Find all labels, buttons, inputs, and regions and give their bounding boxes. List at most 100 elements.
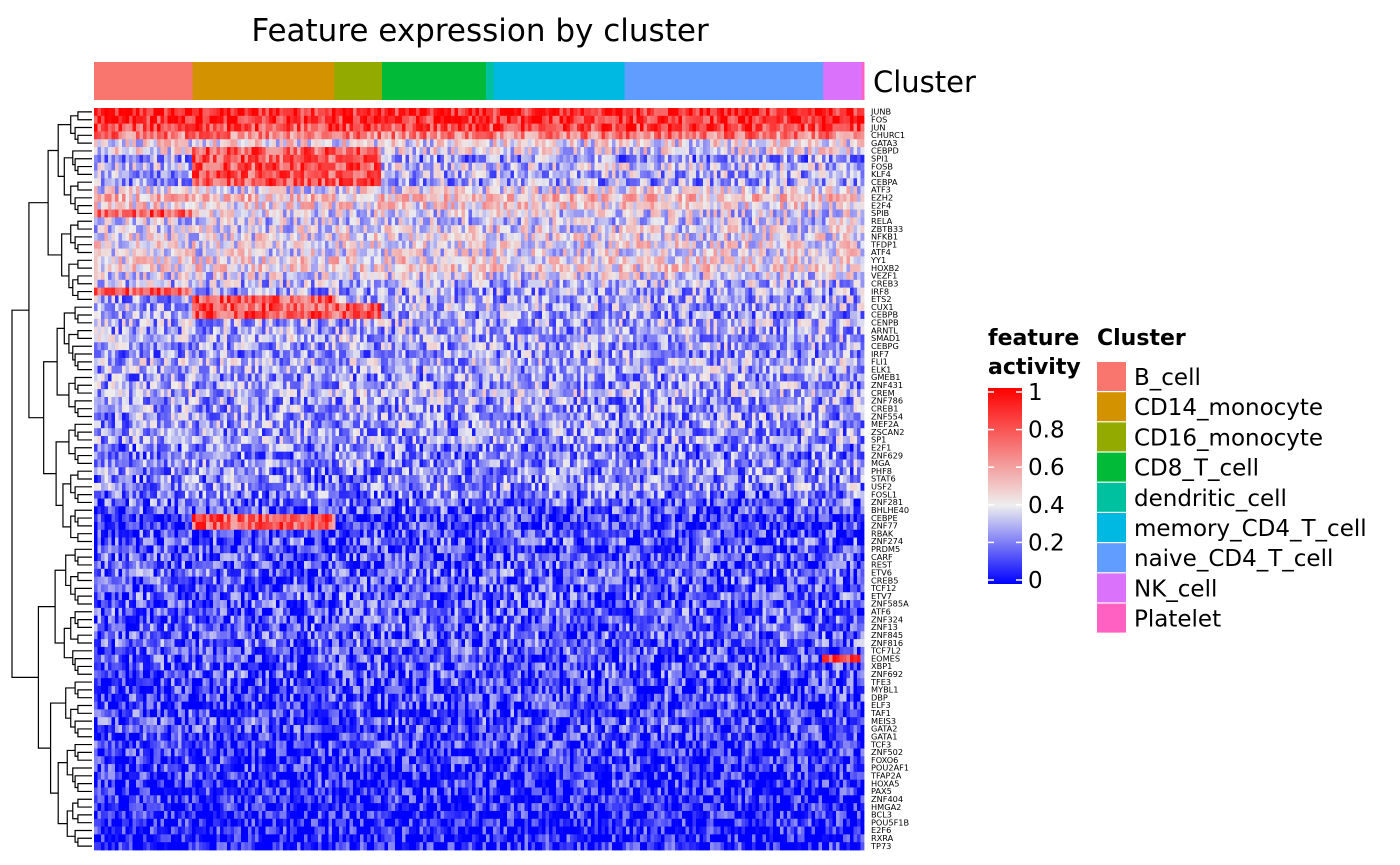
heatmap-cell	[139, 256, 144, 265]
heatmap-cell	[181, 123, 186, 132]
heatmap-cell	[577, 240, 581, 249]
heatmap-cell	[528, 123, 532, 132]
heatmap-cell	[556, 147, 560, 156]
heatmap-cell	[377, 232, 382, 242]
heatmap-cell	[524, 240, 529, 249]
heatmap-cell	[150, 131, 154, 140]
heatmap-cell	[440, 154, 445, 164]
heatmap-cell	[94, 256, 98, 265]
heatmap-cell	[860, 225, 865, 234]
heatmap-cell	[409, 272, 413, 281]
heatmap-cell	[514, 123, 518, 132]
heatmap-cell	[531, 193, 536, 203]
heatmap-cell	[167, 217, 172, 226]
heatmap-cell	[444, 178, 448, 187]
heatmap-cell	[160, 248, 165, 257]
heatmap-cell	[794, 264, 798, 273]
heatmap-cell	[755, 193, 760, 203]
heatmap-cell	[461, 272, 466, 281]
dendrogram-branch	[77, 798, 92, 808]
heatmap-cell	[524, 186, 529, 195]
heatmap-cell	[391, 225, 396, 234]
heatmap-cell	[559, 209, 564, 218]
heatmap-cell	[699, 240, 704, 249]
heatmap-cell	[307, 123, 312, 132]
heatmap-cell	[531, 162, 536, 171]
heatmap-cell	[780, 201, 784, 210]
heatmap-cell	[769, 162, 774, 171]
heatmap-cell	[517, 115, 522, 125]
heatmap-cell	[580, 170, 585, 179]
heatmap-cell	[563, 248, 567, 257]
heatmap-cell	[654, 256, 658, 265]
heatmap-cell	[171, 209, 175, 218]
heatmap-cell	[647, 186, 651, 195]
heatmap-cell	[339, 232, 343, 242]
heatmap-cell	[570, 123, 574, 132]
heatmap-cell	[465, 256, 469, 265]
heatmap-cell	[349, 115, 354, 125]
heatmap-cell	[468, 209, 473, 218]
heatmap-cell	[507, 256, 511, 265]
heatmap-cell	[591, 178, 595, 187]
heatmap-cell	[787, 232, 791, 242]
heatmap-cell	[314, 193, 319, 203]
heatmap-cell	[335, 178, 340, 187]
heatmap-cell	[167, 272, 172, 281]
heatmap-cell	[521, 240, 525, 249]
heatmap-cell	[692, 193, 697, 203]
heatmap-cell	[447, 123, 452, 132]
heatmap-cell	[346, 147, 350, 156]
heatmap-cell	[202, 186, 207, 195]
heatmap-cell	[468, 178, 473, 187]
heatmap-cell	[293, 115, 298, 125]
heatmap-cell	[535, 162, 539, 171]
heatmap-cell	[139, 178, 144, 187]
heatmap-cell	[559, 248, 564, 257]
heatmap-cell	[794, 131, 798, 140]
dendrogram-branch	[37, 606, 56, 749]
heatmap-cell	[293, 217, 298, 226]
heatmap-cell	[500, 162, 504, 171]
heatmap-cell	[661, 248, 665, 257]
heatmap-cell	[258, 193, 263, 203]
heatmap-cell	[160, 139, 165, 148]
heatmap-cell	[437, 139, 441, 148]
heatmap-cell	[157, 123, 161, 132]
dendrogram-branch	[11, 309, 39, 678]
heatmap-cell	[314, 139, 319, 148]
heatmap-cell	[265, 170, 270, 179]
heatmap-cell	[293, 264, 298, 273]
heatmap-cell	[164, 225, 168, 234]
heatmap-cell	[535, 248, 539, 257]
heatmap-cell	[342, 147, 347, 156]
heatmap-cell	[181, 108, 186, 117]
heatmap-cell	[671, 264, 676, 273]
heatmap-cell	[171, 193, 175, 203]
heatmap-cell	[290, 264, 294, 273]
heatmap-cell	[241, 201, 245, 210]
heatmap-cell	[566, 131, 571, 140]
heatmap-cell	[486, 256, 490, 265]
heatmap-cell	[692, 248, 697, 257]
heatmap-cell	[671, 240, 676, 249]
heatmap-cell	[500, 186, 504, 195]
heatmap-cell	[787, 193, 791, 203]
heatmap-cell	[153, 240, 158, 249]
heatmap-cell	[363, 264, 368, 273]
heatmap-cell	[594, 201, 599, 210]
heatmap-cell	[269, 108, 273, 117]
heatmap-cell	[188, 147, 193, 156]
heatmap-cell	[241, 170, 245, 179]
heatmap-cell	[643, 217, 648, 226]
heatmap-cell	[776, 131, 781, 140]
heatmap-cell	[727, 186, 732, 195]
heatmap-cell	[699, 186, 704, 195]
heatmap-cell	[290, 186, 294, 195]
heatmap-cell	[661, 108, 665, 117]
heatmap-cell	[402, 272, 406, 281]
heatmap-cell	[234, 240, 238, 249]
heatmap-cell	[388, 115, 392, 125]
heatmap-cell	[412, 193, 417, 203]
